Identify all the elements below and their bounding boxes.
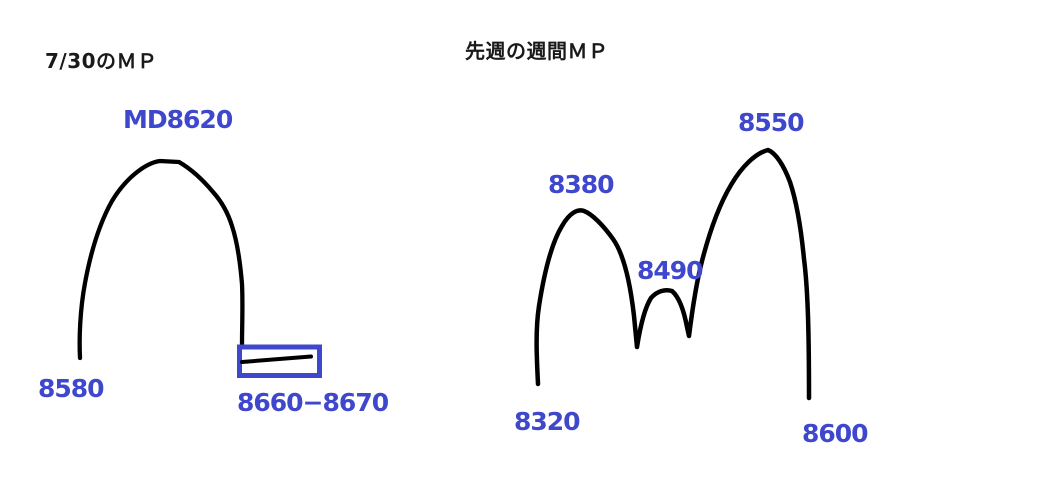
right-left-peak-price-label: 8380 [548,170,615,199]
left-range-price-label: 8660−8670 [237,388,389,417]
right-center-bump-price-label: 8490 [637,256,704,285]
left-profile-curve [77,158,245,361]
value-area-ledge-line [240,354,313,364]
left-chart-title: 7/30のＭＰ [45,49,158,73]
right-profile-curve [534,147,812,401]
right-low-right-price-label: 8600 [802,419,869,448]
value-area-highlight-box [237,344,322,378]
right-chart-title: 先週の週間ＭＰ [465,39,609,63]
left-low-price-label: 8580 [38,374,105,403]
right-right-peak-price-label: 8550 [738,108,805,137]
right-low-left-price-label: 8320 [514,407,581,436]
left-peak-price-label: MD8620 [123,105,233,134]
